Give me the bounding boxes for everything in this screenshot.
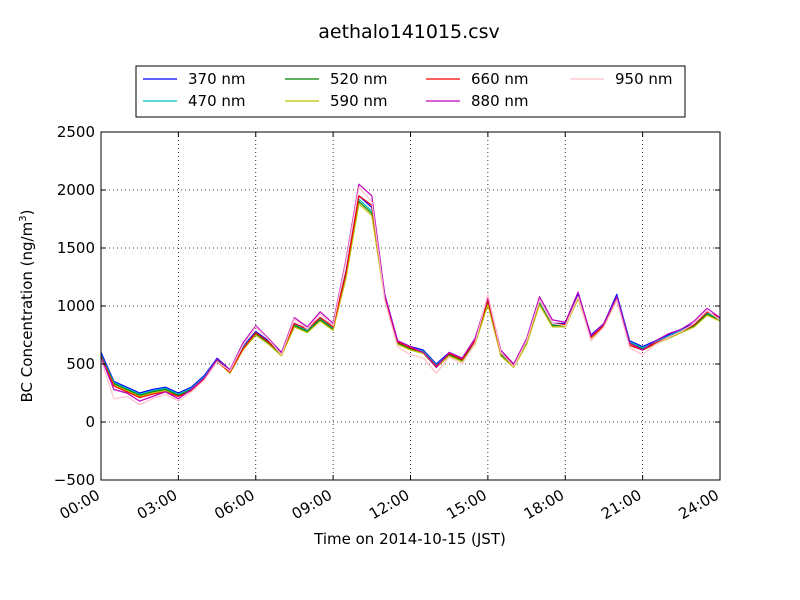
- y-axis-label-end: ): [18, 210, 36, 216]
- x-tick-label: 06:00: [211, 486, 257, 523]
- y-tick-label: 2500: [57, 123, 95, 141]
- x-tick-label: 03:00: [134, 486, 180, 523]
- legend-label: 470 nm: [188, 92, 246, 110]
- series-lines: [101, 183, 720, 406]
- y-tick-label: 2000: [57, 181, 95, 199]
- legend-box: [135, 65, 686, 118]
- series-line-950-nm: [101, 187, 720, 406]
- y-tick-label: 1500: [57, 239, 95, 257]
- y-axis-label: BC Concentration (ng/m3): [18, 210, 36, 403]
- x-tick-label: 12:00: [366, 486, 412, 523]
- x-tick-label: 21:00: [598, 486, 644, 523]
- x-tick-label: 24:00: [676, 486, 722, 523]
- legend-label: 590 nm: [330, 92, 388, 110]
- legend-label: 370 nm: [188, 70, 246, 88]
- y-axis-label-main: BC Concentration (ng/m: [18, 222, 36, 403]
- series-line-370-nm: [101, 195, 720, 394]
- y-tick-label: −500: [54, 471, 95, 489]
- series-line-520-nm: [101, 201, 720, 396]
- legend: 370 nm 470 nm 520 nm 590 nm 660 nm 880 nm 950 …: [135, 65, 686, 118]
- x-axis-label: Time on 2014-10-15 (JST): [313, 530, 506, 548]
- chart-title: aethalo141015.csv: [318, 21, 500, 43]
- x-tick-label: 18:00: [521, 486, 567, 523]
- y-tick-label: 500: [66, 355, 95, 373]
- x-tick-label: 15:00: [443, 486, 489, 523]
- legend-label: 520 nm: [330, 70, 388, 88]
- grid-lines: [101, 132, 720, 480]
- legend-label: 880 nm: [471, 92, 529, 110]
- x-tick-label: 00:00: [57, 486, 103, 523]
- legend-label: 660 nm: [471, 70, 529, 88]
- y-axis-label-sup: 3: [18, 215, 29, 221]
- axis-ticks: −500 0 500 1000 1500 2000 2500 00:00 03:00 06:00 0…: [54, 123, 722, 523]
- series-line-880-nm: [101, 183, 720, 402]
- legend-label: 950 nm: [615, 70, 673, 88]
- y-tick-label: 1000: [57, 297, 95, 315]
- y-tick-label: 0: [85, 413, 95, 431]
- x-tick-label: 09:00: [289, 486, 335, 523]
